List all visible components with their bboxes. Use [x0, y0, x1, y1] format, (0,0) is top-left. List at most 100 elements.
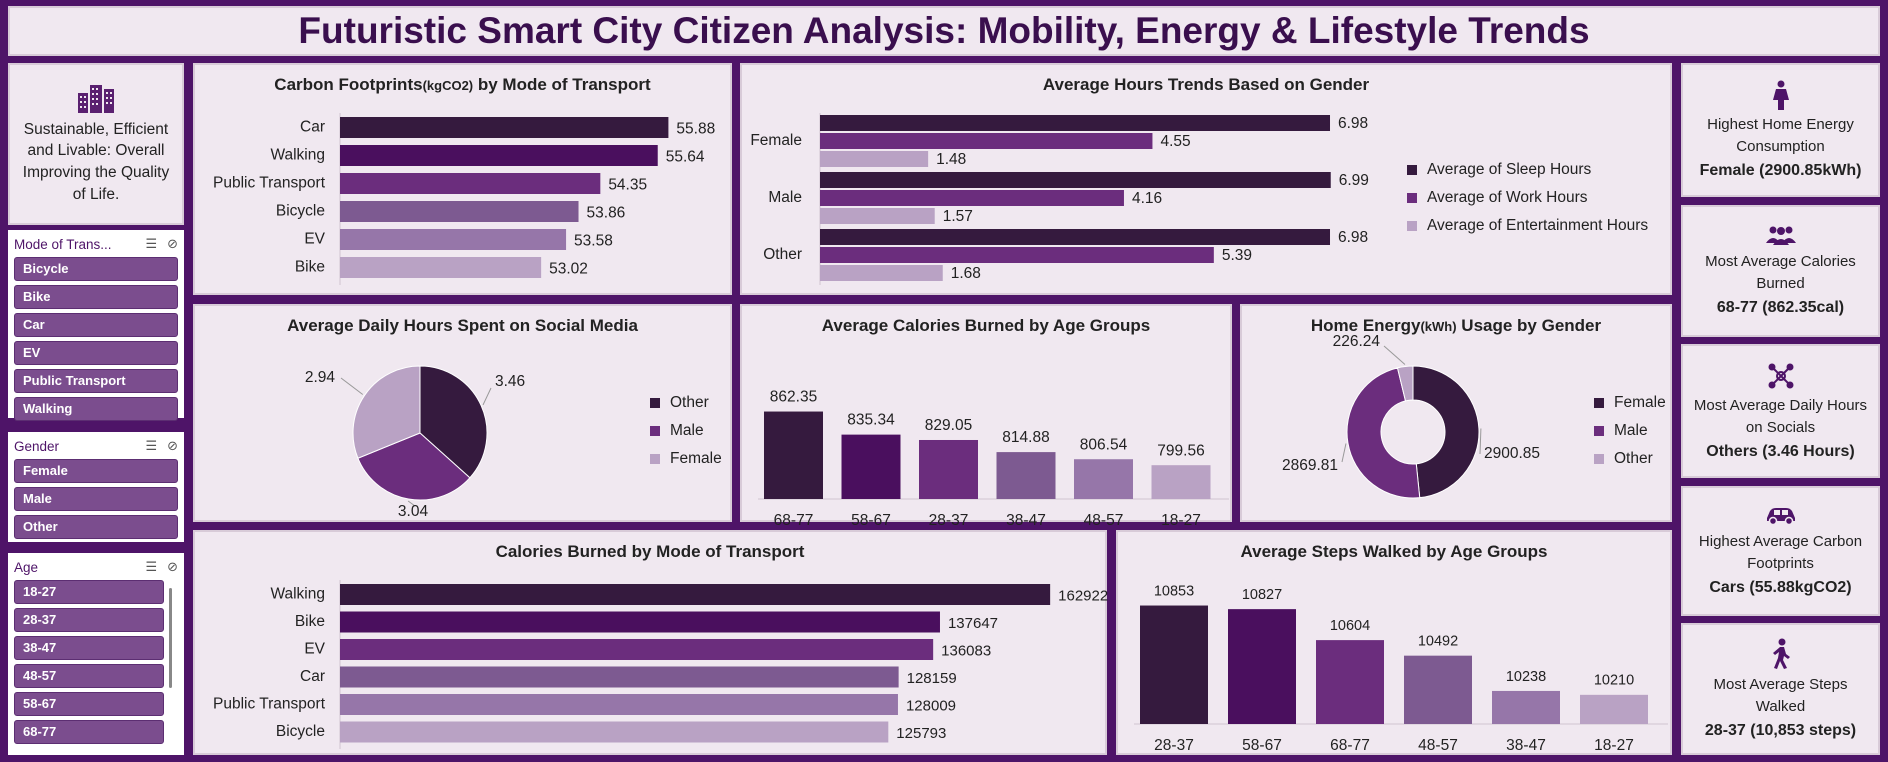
bar: [340, 721, 889, 743]
bar: [1140, 605, 1208, 724]
data-label: 137647: [948, 615, 998, 632]
slicer-item-gender[interactable]: Male: [14, 487, 178, 511]
slicer-title: Gender: [14, 438, 60, 454]
data-label: 10210: [1594, 673, 1634, 689]
bar: [340, 666, 899, 688]
data-label: 10238: [1506, 669, 1546, 685]
clear-filter-icon[interactable]: ⊘: [167, 236, 178, 251]
data-label: 53.58: [574, 233, 613, 250]
category-label: 58-67: [1242, 737, 1282, 754]
legend-item: Other: [1594, 450, 1666, 468]
multi-select-icon[interactable]: ☰: [145, 438, 158, 453]
carbon-chart: Carbon Footprints(kgCO2) by Mode of Tran…: [193, 63, 732, 295]
bar: [820, 172, 1331, 188]
category-label: EV: [304, 641, 325, 658]
data-label: 4.55: [1160, 133, 1190, 150]
bar: [340, 611, 940, 633]
slicer-item-age[interactable]: 48-57: [14, 664, 164, 688]
data-label: 3.46: [495, 373, 525, 390]
chart-title: Average Daily Hours Spent on Social Medi…: [287, 316, 638, 335]
category-label: 58-67: [851, 512, 891, 529]
people-group-icon: [1765, 226, 1796, 246]
legend-item: Average of Sleep Hours: [1407, 161, 1648, 179]
kpi-card-social: Most Average Daily Hours on Socials Othe…: [1681, 344, 1880, 478]
category-label: Car: [300, 668, 325, 685]
age-slicer: Age ☰ ⊘ 18-27 28-37 38-47 48-57 58-67 68-77: [8, 553, 184, 755]
data-label: 6.99: [1339, 172, 1369, 189]
data-label: 5.39: [1222, 247, 1252, 264]
bar: [1492, 690, 1560, 724]
legend-item: Average of Work Hours: [1407, 189, 1648, 207]
slicer-item-mode[interactable]: Car: [14, 313, 178, 337]
slicer-item-age[interactable]: 18-27: [14, 580, 164, 604]
pie-slice: [1396, 365, 1414, 402]
slicer-item-mode[interactable]: Public Transport: [14, 369, 178, 393]
slicer-item-mode[interactable]: EV: [14, 341, 178, 365]
data-label: 829.05: [925, 417, 972, 434]
data-label: 125793: [896, 725, 946, 742]
slicer-item-gender[interactable]: Female: [14, 459, 178, 483]
bar: [764, 411, 823, 499]
data-label: 799.56: [1157, 442, 1204, 459]
category-label: 48-57: [1084, 512, 1124, 529]
slicer-item-mode[interactable]: Bicycle: [14, 257, 178, 281]
intro-card: Sustainable, Efficient and Livable: Over…: [8, 63, 184, 225]
bar: [1151, 465, 1211, 499]
city-buildings-icon: [78, 84, 114, 113]
slicer-item-mode[interactable]: Walking: [14, 397, 178, 421]
gender-slicer: Gender ☰ ⊘ Female Male Other: [8, 432, 184, 542]
bar: [1316, 640, 1384, 724]
bar: [820, 151, 929, 167]
category-label: Bicycle: [276, 203, 325, 220]
title-bar: Futuristic Smart City Citizen Analysis: …: [8, 6, 1880, 56]
data-label: 10604: [1330, 618, 1370, 634]
data-label: 835.34: [847, 412, 895, 429]
slicer-title: Age: [14, 559, 39, 575]
chart-legend: Average of Sleep Hours Average of Work Ho…: [1407, 161, 1648, 245]
data-label: 10853: [1154, 583, 1194, 599]
category-label: 48-57: [1418, 737, 1458, 754]
data-label: 2869.81: [1282, 457, 1338, 474]
social-chart: Average Daily Hours Spent on Social Medi…: [193, 304, 732, 522]
bar: [820, 208, 935, 224]
chart-title: Average Steps Walked by Age Groups: [1240, 542, 1548, 561]
data-label: 2900.85: [1484, 445, 1540, 462]
category-label: Male: [768, 189, 802, 206]
clear-filter-icon[interactable]: ⊘: [167, 438, 178, 453]
data-label: 2.94: [305, 369, 336, 386]
slicer-scrollbar[interactable]: [164, 580, 178, 748]
bar: [340, 694, 898, 715]
slicer-item-age[interactable]: 68-77: [14, 720, 164, 744]
legend-item: Female: [650, 450, 722, 468]
clear-filter-icon[interactable]: ⊘: [167, 559, 178, 574]
slicer-item-mode[interactable]: Bike: [14, 285, 178, 309]
category-label: Female: [750, 132, 802, 149]
data-label: 4.16: [1132, 190, 1162, 207]
data-label: 162922: [1058, 587, 1108, 604]
bar: [1580, 694, 1648, 724]
legend-item: Other: [650, 394, 722, 412]
slicer-item-age[interactable]: 38-47: [14, 636, 164, 660]
multi-select-icon[interactable]: ☰: [145, 236, 158, 251]
category-label: 38-47: [1006, 512, 1046, 529]
leader-line: [482, 387, 492, 406]
slicer-item-age[interactable]: 28-37: [14, 608, 164, 632]
data-label: 814.88: [1002, 429, 1049, 446]
gender-slicer-items: Female Male Other: [14, 459, 178, 539]
slicer-item-age[interactable]: 58-67: [14, 692, 164, 716]
multi-select-icon[interactable]: ☰: [145, 559, 158, 574]
pie-slice: [1346, 367, 1421, 499]
bar: [340, 639, 934, 660]
social-network-icon: [1768, 363, 1793, 389]
category-label: EV: [304, 231, 325, 248]
bar: [340, 145, 658, 166]
bar: [820, 133, 1153, 149]
kpi-card-energy: Highest Home Energy Consumption Female (…: [1681, 63, 1880, 197]
data-label: 55.88: [676, 121, 715, 138]
bar: [841, 434, 901, 499]
bar: [340, 229, 567, 250]
chart-title: Average Calories Burned by Age Groups: [821, 316, 1151, 335]
slicer-item-gender[interactable]: Other: [14, 515, 178, 539]
pie-slice: [352, 365, 421, 459]
bar: [919, 439, 978, 499]
